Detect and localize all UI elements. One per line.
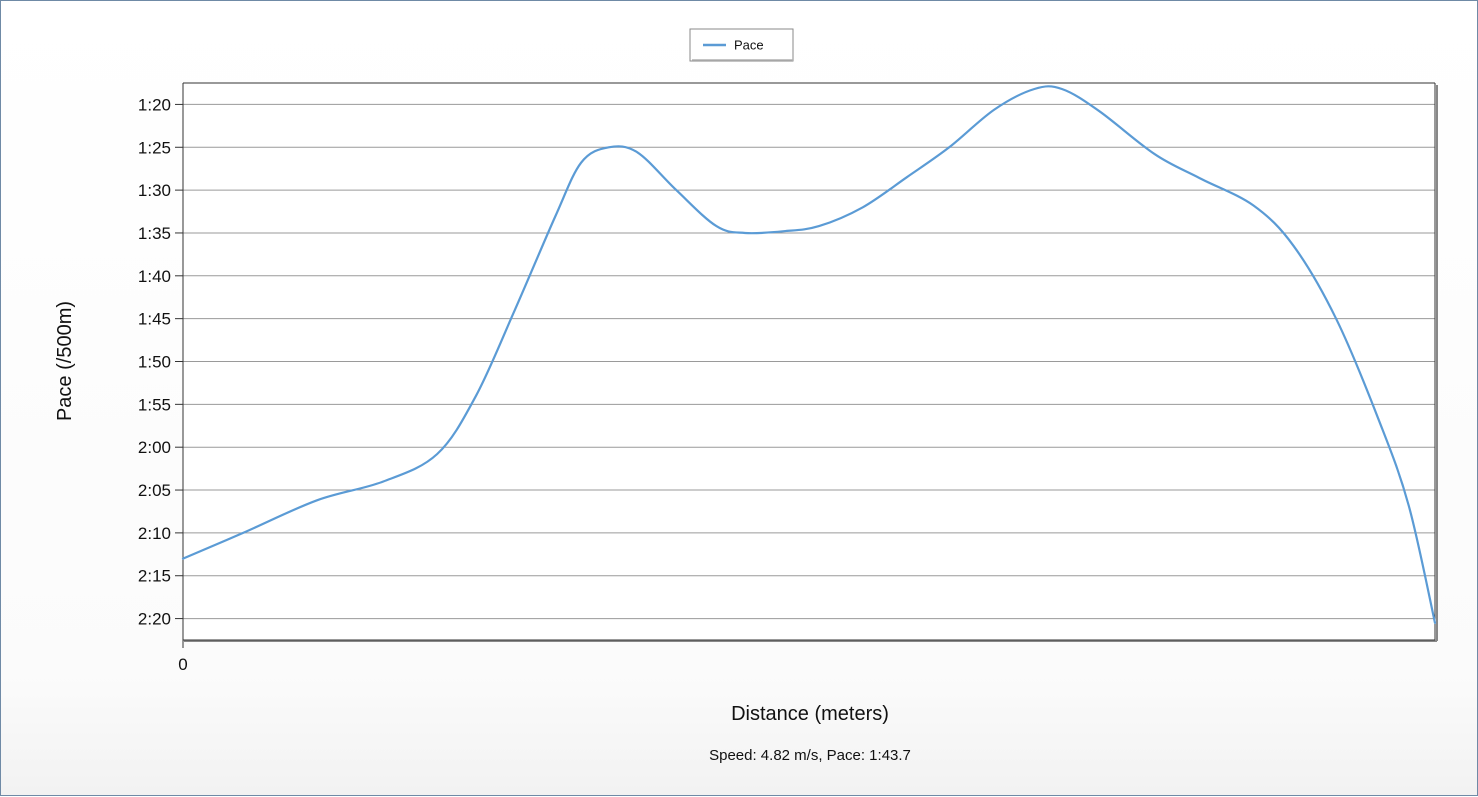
legend: Pace: [689, 28, 794, 62]
y-tick-label: 1:25: [138, 138, 171, 157]
legend-label-pace: Pace: [734, 38, 764, 53]
x-tick-label-0: 0: [178, 655, 187, 674]
x-axis-title: Distance (meters): [731, 703, 889, 725]
y-tick-label: 2:00: [138, 438, 171, 457]
gridlines: [183, 103, 1435, 620]
y-tick-label: 2:10: [138, 524, 171, 543]
speed-pace-summary: Speed: 4.82 m/s, Pace: 1:43.7: [709, 747, 911, 764]
y-tick-label: 2:05: [138, 481, 171, 500]
y-tick-label: 2:20: [138, 610, 171, 629]
pace-series-line: [181, 85, 1437, 624]
y-axis-title: Pace (/500m): [54, 301, 76, 421]
y-tick-label: 1:40: [138, 267, 171, 286]
y-tick-label: 1:20: [138, 95, 171, 114]
y-tick-label: 1:50: [138, 353, 171, 372]
y-tick-label: 1:35: [138, 224, 171, 243]
y-tick-label: 2:15: [138, 567, 171, 586]
y-tick-label: 1:55: [138, 395, 171, 414]
y-tick-label: 1:30: [138, 181, 171, 200]
y-axis-ticks: 1:20 1:25 1:30 1:35 1:40 1:45 1:50 1:55 2:00 2:05…: [138, 95, 183, 629]
y-tick-label: 1:45: [138, 310, 171, 329]
